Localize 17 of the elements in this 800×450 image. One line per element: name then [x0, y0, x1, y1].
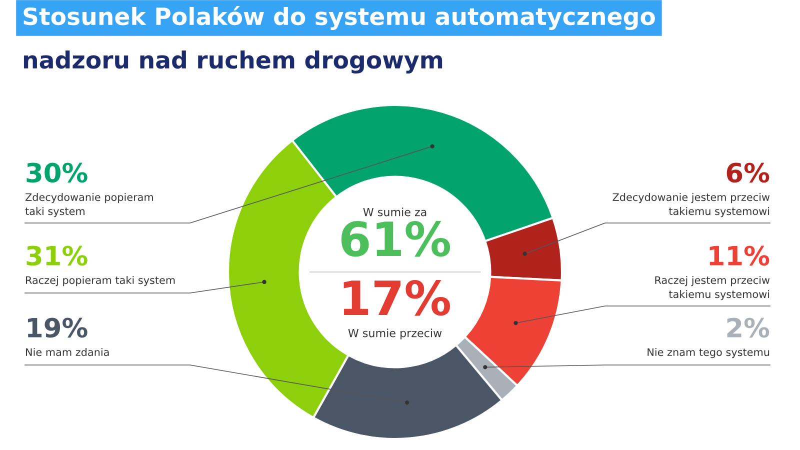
slice-label: Raczej jestem przeciw takiemu systemowi — [655, 276, 770, 300]
text: 17% — [344, 280, 450, 316]
data-label: 31% — [26, 246, 88, 266]
chart-title: Stosunek Polaków do systemu automatycznego nadzoru nad ruchem drogowym — [24, 6, 655, 74]
text: 61% — [341, 220, 450, 257]
data-label: 30% — [26, 162, 88, 183]
data-label: 2% — [727, 318, 770, 338]
text: W sumie przeciw — [348, 328, 442, 340]
slice-label: Nie mam zdania — [26, 348, 109, 356]
data-label: 19% — [28, 318, 88, 338]
data-label: 11% — [710, 246, 770, 266]
slice-label: Nie znam tego systemu — [648, 348, 770, 358]
text: W sumie za — [363, 208, 426, 216]
slice-label: Zdecydowanie popieram taki system — [25, 193, 153, 218]
slice-label: Zdecydowanie jestem przeciw takiemu systemowi — [612, 193, 770, 218]
slice-label: Raczej popieram taki system — [26, 276, 175, 286]
data-label: 6% — [726, 162, 770, 183]
